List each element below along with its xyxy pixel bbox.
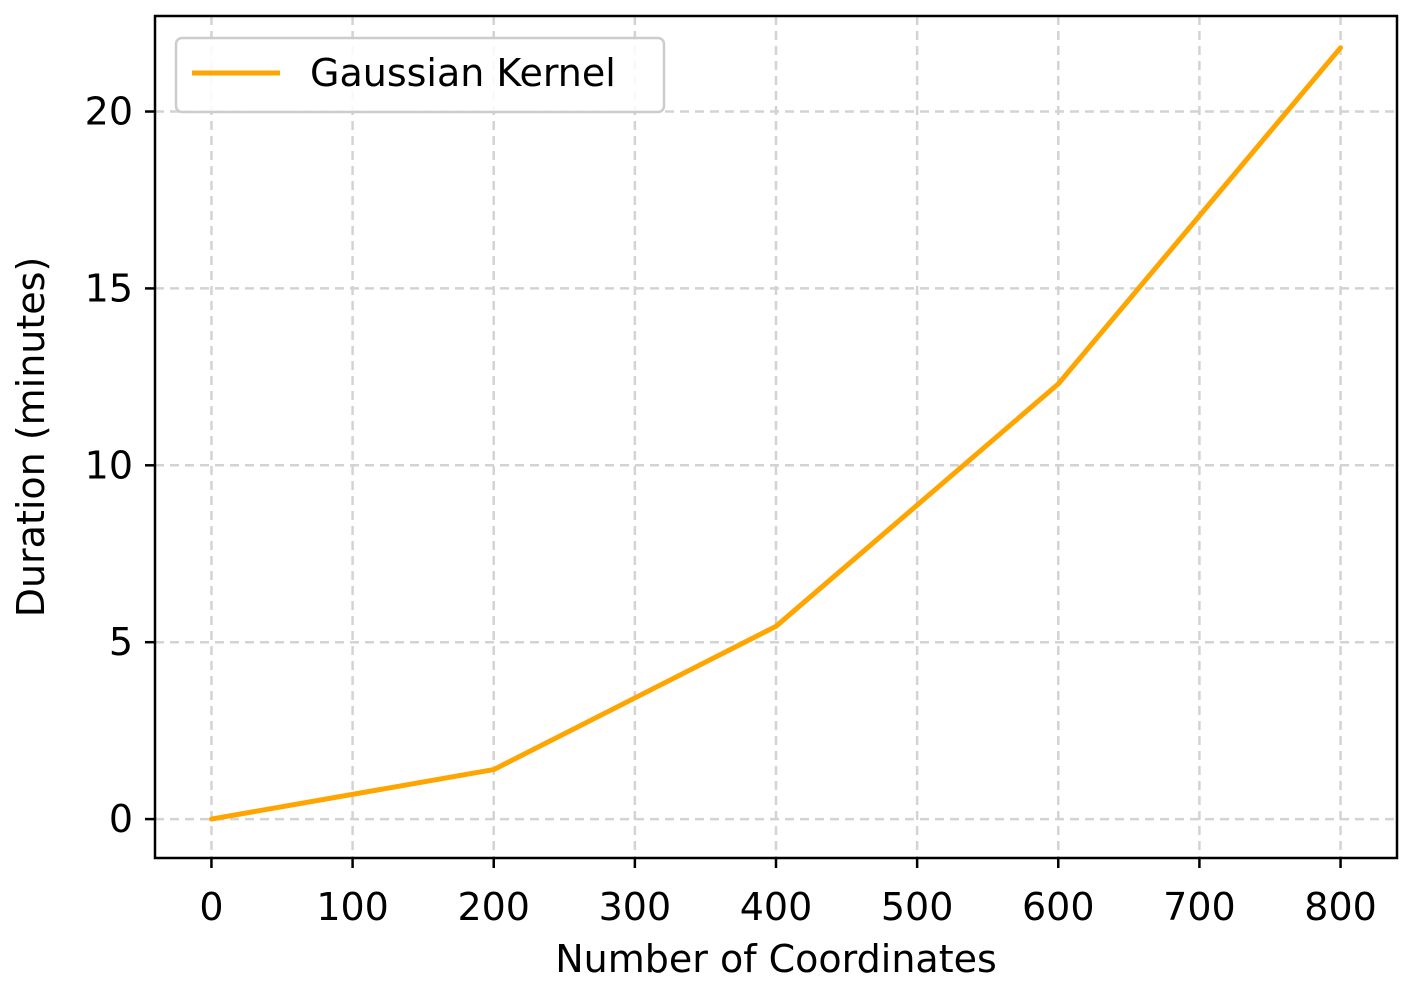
series-layer <box>209 45 1343 822</box>
x-tick-label: 800 <box>1304 885 1377 929</box>
y-tick-label: 10 <box>85 443 133 487</box>
legend-box <box>174 36 666 114</box>
x-axis-label: Number of Coordinates <box>555 937 997 981</box>
y-tick-label: 15 <box>85 266 133 310</box>
series-line-gaussian-kernel <box>209 45 1343 822</box>
x-tick-label: 100 <box>316 885 389 929</box>
x-tick-label: 600 <box>1022 885 1095 929</box>
x-tick-label: 200 <box>457 885 530 929</box>
axis-ticks: 0 100 200 300 400 500 600 700 800 0 5 10 15 20 <box>85 90 1377 929</box>
legend: Gaussian Kernel <box>174 36 666 114</box>
x-tick-label: 300 <box>599 885 672 929</box>
grid <box>155 16 1397 858</box>
y-tick-label: 5 <box>109 620 133 664</box>
y-tick-label: 20 <box>85 90 133 134</box>
y-axis-label: Duration (minutes) <box>9 257 53 618</box>
x-tick-label: 500 <box>881 885 954 929</box>
x-tick-label: 700 <box>1163 885 1236 929</box>
legend-label-gaussian-kernel: Gaussian Kernel <box>310 51 616 95</box>
x-tick-label: 0 <box>199 885 223 929</box>
y-tick-label: 0 <box>109 797 133 841</box>
x-tick-label: 400 <box>740 885 813 929</box>
